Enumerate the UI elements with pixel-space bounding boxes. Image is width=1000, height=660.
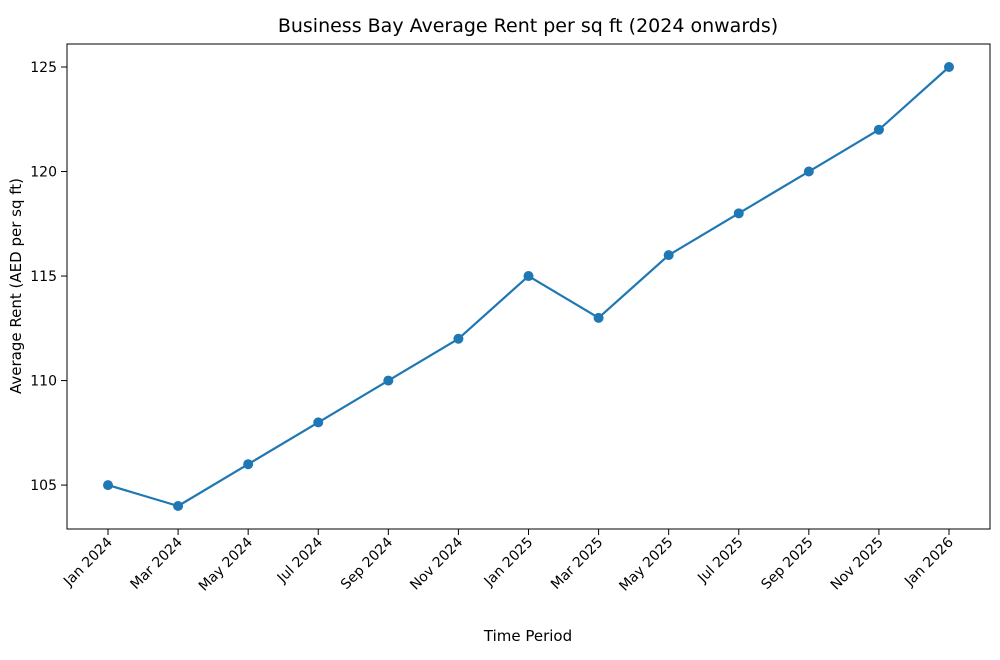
data-point bbox=[944, 61, 954, 72]
x-tick-label: Sep 2025 bbox=[758, 535, 816, 593]
x-axis-label: Time Period bbox=[483, 627, 572, 645]
y-tick-label: 115 bbox=[30, 269, 57, 285]
x-tick-label: May 2025 bbox=[616, 535, 676, 595]
y-tick-label: 125 bbox=[30, 60, 57, 76]
x-tick-label: May 2024 bbox=[196, 534, 256, 594]
data-point bbox=[243, 459, 254, 470]
chart-title: Business Bay Average Rent per sq ft (202… bbox=[278, 15, 778, 37]
data-point bbox=[453, 333, 464, 344]
data-point bbox=[313, 417, 324, 428]
y-tick-label: 110 bbox=[30, 374, 57, 390]
data-point bbox=[523, 271, 534, 282]
series-line bbox=[107, 66, 950, 508]
data-point bbox=[173, 501, 184, 512]
x-tick-label: Mar 2024 bbox=[128, 534, 186, 592]
x-tick-label: Nov 2025 bbox=[828, 535, 887, 594]
y-tick-label: 105 bbox=[30, 478, 57, 494]
y-tick-label: 120 bbox=[30, 165, 57, 181]
y-axis-label: Average Rent (AED per sq ft) bbox=[7, 178, 25, 394]
x-tick-label: Jul 2025 bbox=[694, 535, 746, 587]
data-point bbox=[873, 124, 884, 135]
data-point bbox=[593, 312, 604, 323]
x-tick-label: Sep 2024 bbox=[338, 534, 396, 592]
x-tick-label: Mar 2025 bbox=[548, 535, 606, 593]
x-tick-label: Jan 2025 bbox=[481, 535, 537, 591]
data-point bbox=[103, 480, 113, 491]
x-tick-label: Nov 2024 bbox=[407, 534, 466, 593]
data-point bbox=[803, 166, 814, 177]
x-tick-label: Jan 2024 bbox=[60, 534, 116, 590]
plot-frame bbox=[66, 43, 991, 530]
data-point bbox=[663, 250, 674, 261]
plot-area: 105 110 115 120 125 Jan 2024 Mar 2024 May 2024 J… bbox=[30, 43, 991, 595]
data-point bbox=[733, 208, 744, 219]
x-tick-label: Jan 2026 bbox=[901, 534, 957, 590]
data-point bbox=[383, 375, 394, 386]
x-tick-label: Jul 2024 bbox=[274, 534, 326, 586]
